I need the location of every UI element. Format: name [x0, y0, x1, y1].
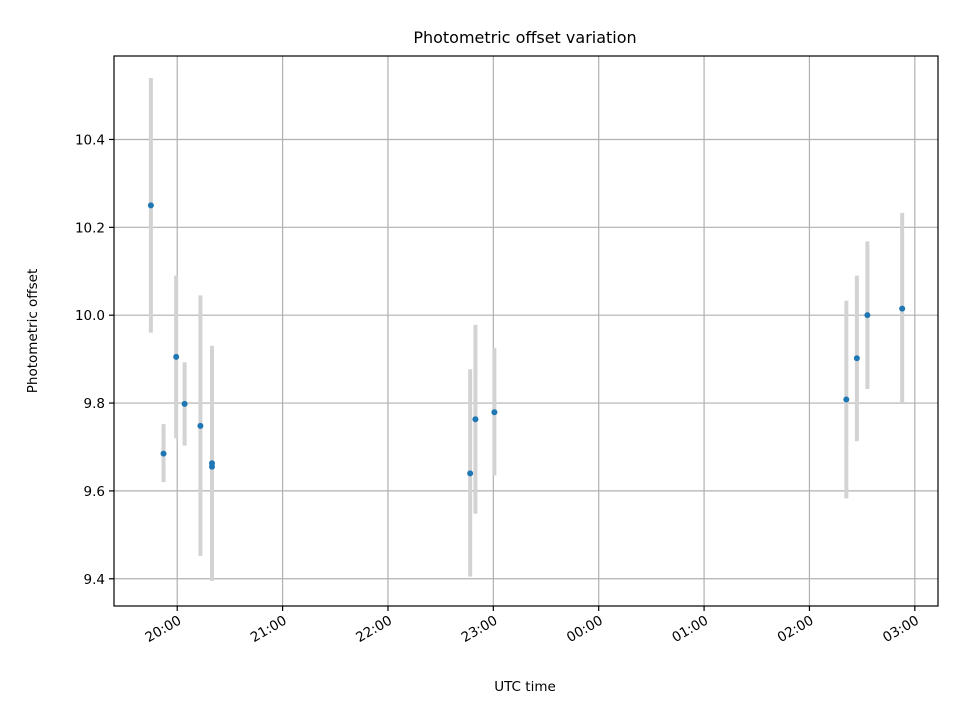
data-point	[864, 312, 871, 319]
data-points	[147, 202, 906, 477]
data-point	[181, 400, 188, 407]
data-point	[853, 355, 860, 362]
y-axis-label: Photometric offset	[25, 269, 41, 393]
data-point	[491, 409, 498, 416]
chart-title: Photometric offset variation	[413, 28, 636, 47]
x-tick-label: 21:00	[248, 613, 290, 646]
error-bars	[148, 77, 905, 581]
data-point	[208, 460, 215, 467]
x-tick-label: 20:00	[143, 613, 185, 646]
data-point	[197, 422, 204, 429]
data-point	[173, 353, 180, 360]
data-point	[472, 416, 479, 423]
x-tick-label: 22:00	[353, 613, 395, 646]
y-tick-label: 10.0	[75, 308, 105, 324]
x-tick-label: 03:00	[880, 613, 922, 646]
data-point	[160, 450, 167, 457]
y-axis-ticks: 9.4 9.6 9.8 10.0 10.2 10.4	[75, 132, 114, 588]
x-tick-label: 00:00	[564, 613, 606, 646]
y-tick-label: 9.6	[84, 484, 105, 500]
x-tick-label: 02:00	[775, 613, 817, 646]
x-tick-label: 23:00	[459, 613, 501, 646]
data-point	[467, 470, 474, 477]
data-point	[899, 305, 906, 312]
y-tick-label: 10.2	[75, 220, 105, 236]
y-tick-label: 9.8	[84, 396, 105, 412]
x-tick-label: 01:00	[669, 613, 711, 646]
x-axis-ticks: 20:00 21:00 22:00 23:00 00:00 01:00 02:00 03:00	[143, 606, 922, 646]
grid	[114, 56, 938, 606]
data-point	[147, 202, 154, 209]
y-tick-label: 9.4	[84, 572, 105, 588]
y-tick-label: 10.4	[75, 132, 105, 148]
x-axis-label: UTC time	[494, 679, 556, 695]
plot-frame	[113, 55, 939, 607]
data-point	[843, 396, 850, 403]
